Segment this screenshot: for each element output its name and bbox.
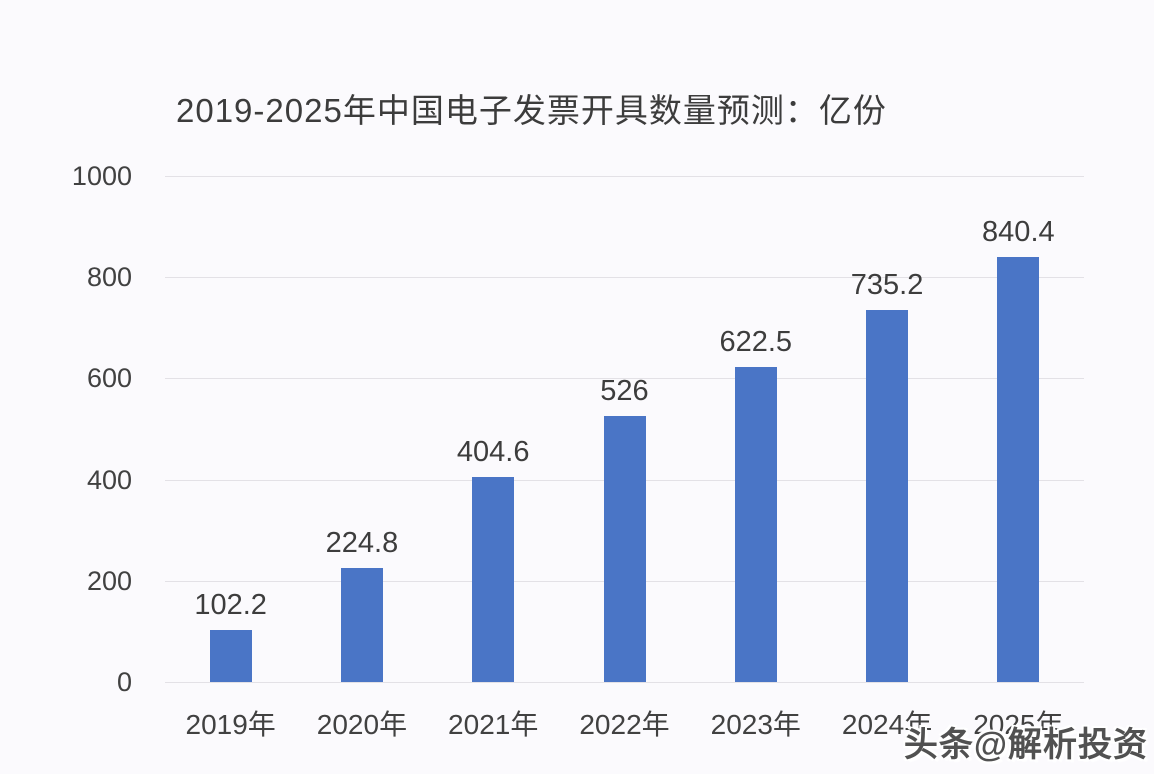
x-axis-tick-label: 2024年 (841, 709, 933, 740)
bar-value-label: 404.6 (456, 436, 530, 469)
bar (603, 415, 646, 682)
chart-title: 2019-2025年中国电子发票开具数量预测：亿份 (176, 92, 887, 129)
y-axis-tick-label: 800 (86, 262, 132, 293)
x-axis-tick-label: 2019年 (185, 709, 276, 740)
bar-value-label: 622.5 (719, 326, 793, 358)
gridline (165, 277, 1084, 279)
x-axis-tick-label: 2022年 (579, 709, 670, 740)
bar-value-label: 735.2 (850, 268, 924, 301)
y-axis-tick-label: 600 (86, 363, 132, 394)
y-axis-tick-label: 200 (86, 565, 132, 596)
x-axis-tick-label: 2025年 (973, 709, 1064, 740)
watermark-text: 头条@解析投资 (903, 726, 1148, 764)
y-axis-tick-label: 0 (116, 667, 132, 697)
gridline (165, 176, 1084, 177)
bar (340, 568, 383, 682)
bar-value-label: 840.4 (982, 215, 1055, 248)
bar (472, 477, 515, 682)
gridline (165, 378, 1084, 380)
y-axis-tick-label: 400 (86, 464, 132, 495)
bar-value-label: 224.8 (325, 527, 399, 560)
x-axis-baseline (165, 682, 1084, 683)
x-axis-tick-label: 2023年 (710, 709, 801, 740)
x-axis-tick-label: 2020年 (316, 709, 408, 740)
bar (997, 256, 1040, 682)
bar-value-label: 526 (600, 374, 649, 407)
x-axis-tick-label: 2021年 (448, 709, 539, 740)
y-axis-tick-label: 1000 (71, 161, 132, 191)
bar (734, 367, 777, 682)
bar-value-label: 102.2 (194, 589, 267, 622)
bar (866, 309, 909, 682)
bar (209, 630, 252, 682)
